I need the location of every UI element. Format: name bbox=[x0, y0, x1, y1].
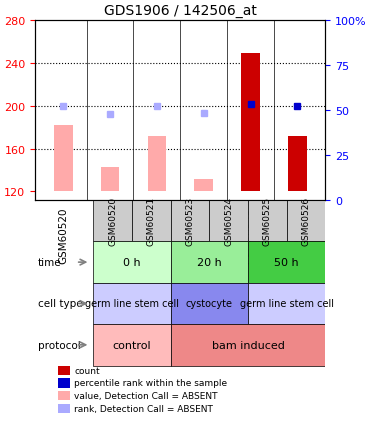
Title: GDS1906 / 142506_at: GDS1906 / 142506_at bbox=[104, 4, 257, 18]
Text: GSM60523: GSM60523 bbox=[186, 197, 194, 246]
FancyBboxPatch shape bbox=[171, 242, 248, 283]
Text: GSM60520: GSM60520 bbox=[108, 197, 117, 246]
FancyBboxPatch shape bbox=[287, 201, 325, 242]
Bar bbox=[58, 404, 70, 413]
Text: cystocyte: cystocyte bbox=[186, 299, 233, 309]
Text: GSM60526: GSM60526 bbox=[302, 197, 311, 246]
Text: 50 h: 50 h bbox=[275, 257, 299, 267]
Text: GSM60521: GSM60521 bbox=[147, 197, 156, 246]
Text: GSM60525: GSM60525 bbox=[263, 197, 272, 246]
Bar bbox=[241, 54, 260, 192]
FancyBboxPatch shape bbox=[93, 242, 171, 283]
FancyBboxPatch shape bbox=[171, 283, 248, 324]
FancyBboxPatch shape bbox=[93, 324, 171, 366]
FancyBboxPatch shape bbox=[171, 201, 209, 242]
Text: 20 h: 20 h bbox=[197, 257, 222, 267]
Bar bbox=[58, 391, 70, 401]
Bar bbox=[288, 136, 307, 192]
FancyBboxPatch shape bbox=[209, 201, 248, 242]
Text: GSM60524: GSM60524 bbox=[224, 197, 233, 246]
Text: protocol: protocol bbox=[38, 340, 81, 350]
Text: cell type: cell type bbox=[38, 299, 83, 309]
FancyBboxPatch shape bbox=[132, 201, 171, 242]
Bar bbox=[148, 136, 166, 192]
Text: percentile rank within the sample: percentile rank within the sample bbox=[74, 378, 227, 388]
Text: 0 h: 0 h bbox=[123, 257, 141, 267]
Bar bbox=[58, 378, 70, 388]
FancyBboxPatch shape bbox=[248, 242, 325, 283]
Text: bam induced: bam induced bbox=[211, 340, 285, 350]
Text: germ line stem cell: germ line stem cell bbox=[240, 299, 334, 309]
Bar bbox=[58, 366, 70, 375]
Bar bbox=[54, 125, 73, 192]
Text: value, Detection Call = ABSENT: value, Detection Call = ABSENT bbox=[74, 391, 218, 401]
Text: time: time bbox=[38, 257, 62, 267]
FancyBboxPatch shape bbox=[248, 283, 325, 324]
Bar bbox=[101, 168, 119, 192]
Bar bbox=[194, 179, 213, 192]
FancyBboxPatch shape bbox=[93, 201, 132, 242]
FancyBboxPatch shape bbox=[171, 324, 325, 366]
FancyBboxPatch shape bbox=[93, 283, 171, 324]
Text: germ line stem cell: germ line stem cell bbox=[85, 299, 179, 309]
FancyBboxPatch shape bbox=[248, 201, 287, 242]
Text: rank, Detection Call = ABSENT: rank, Detection Call = ABSENT bbox=[74, 404, 213, 413]
Text: count: count bbox=[74, 366, 100, 375]
Text: control: control bbox=[113, 340, 151, 350]
